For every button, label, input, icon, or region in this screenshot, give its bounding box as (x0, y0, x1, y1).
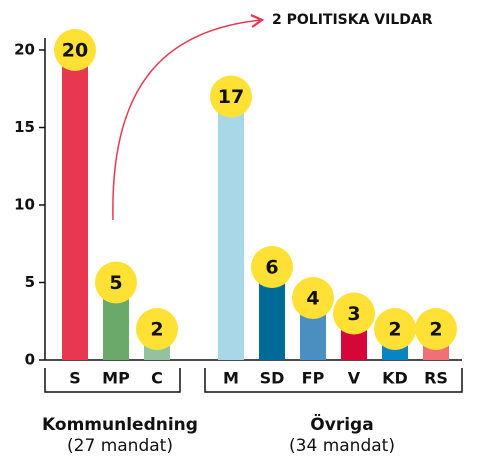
value-badge (54, 29, 96, 71)
value-label: 5 (109, 272, 122, 294)
x-tick-label: MP (102, 369, 130, 388)
value-label: 2 (150, 319, 163, 341)
x-tick-label: V (348, 369, 361, 388)
value-label: 2 (388, 319, 401, 341)
value-badge (136, 308, 178, 350)
group-name: Övriga (310, 413, 373, 435)
bar (62, 50, 88, 360)
group-bracket (44, 368, 181, 393)
annotation-arrow (112, 14, 265, 221)
y-tick-label: 15 (14, 118, 35, 136)
value-label: 17 (218, 86, 244, 108)
value-badge (210, 75, 252, 118)
y-tick-label: 20 (14, 41, 35, 59)
value-badge (374, 308, 416, 350)
group-note: (34 mandat) (289, 436, 395, 456)
x-tick-label: M (223, 369, 239, 388)
value-label: 2 (429, 319, 442, 341)
value-label: 4 (306, 288, 319, 310)
annotation: 2 POLITISKA VILDAR (272, 12, 433, 28)
value-badge (292, 277, 334, 319)
y-tick-label: 5 (25, 273, 35, 291)
value-badge (95, 261, 137, 304)
y-tick-label: 0 (25, 351, 35, 369)
x-tick-label: FP (302, 369, 325, 388)
group-bracket (204, 368, 463, 393)
value-badge (251, 246, 293, 288)
group-note: (27 mandat) (67, 436, 173, 456)
x-tick-label: SD (260, 369, 285, 388)
x-tick-label: S (69, 369, 81, 388)
group-name: Kommunledning (42, 415, 198, 435)
x-tick-label: RS (424, 369, 448, 388)
x-tick-label: C (151, 369, 163, 388)
value-label: 6 (265, 257, 278, 279)
value-badge (333, 292, 375, 335)
value-label: 20 (62, 40, 88, 62)
bar (218, 96, 244, 360)
value-label: 3 (347, 303, 360, 325)
value-badge (415, 308, 457, 350)
x-tick-label: KD (382, 369, 408, 388)
y-tick-label: 10 (14, 196, 35, 214)
